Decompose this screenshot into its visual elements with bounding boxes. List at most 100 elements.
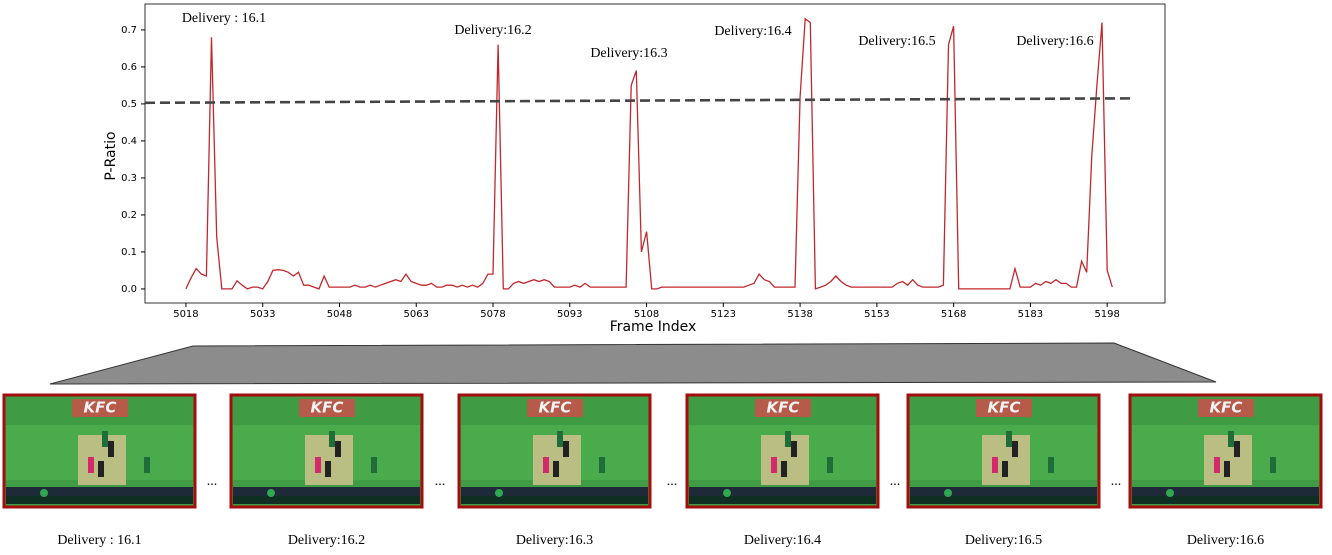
player xyxy=(108,441,114,457)
frame-label: Delivery:16.6 xyxy=(1187,533,1264,548)
player xyxy=(1234,441,1240,457)
score-logo xyxy=(1166,489,1174,497)
frame-thumbnail: KFC xyxy=(229,393,424,509)
peak-annotation: Delivery:16.5 xyxy=(858,34,935,49)
sponsor-text: KFC xyxy=(1210,399,1243,417)
peak-annotation: Delivery : 16.1 xyxy=(182,11,266,26)
player xyxy=(144,457,150,473)
ellipsis: ... xyxy=(435,474,446,489)
y-tick-label: 0.4 xyxy=(121,136,137,147)
x-tick-label: 5153 xyxy=(864,309,889,320)
peak-annotation: Delivery:16.2 xyxy=(454,23,531,38)
score-bar-lower xyxy=(1132,496,1319,504)
x-axis-label: Frame Index xyxy=(610,319,697,335)
player xyxy=(371,457,377,473)
frame-label: Delivery : 16.1 xyxy=(57,533,141,548)
frame-thumbnail: KFC xyxy=(2,393,197,509)
peak-annotation: Delivery:16.3 xyxy=(590,46,667,61)
frame-label: Delivery:16.3 xyxy=(516,533,593,548)
player xyxy=(329,431,335,447)
player xyxy=(88,457,94,473)
zoom-trapezoid xyxy=(49,342,1217,385)
player xyxy=(827,457,833,473)
player xyxy=(325,461,331,477)
player xyxy=(785,431,791,447)
score-bar-lower xyxy=(6,496,193,504)
player xyxy=(1048,457,1054,473)
ellipsis: ... xyxy=(1111,474,1122,489)
score-bar xyxy=(6,487,193,496)
y-tick-label: 0.0 xyxy=(121,284,137,295)
player xyxy=(1270,457,1276,473)
y-tick-label: 0.6 xyxy=(121,62,137,73)
score-bar xyxy=(233,487,420,496)
player xyxy=(992,457,998,473)
sponsor-banner xyxy=(1198,399,1254,417)
player xyxy=(563,441,569,457)
player xyxy=(102,431,108,447)
player xyxy=(557,431,563,447)
sponsor-text: KFC xyxy=(84,399,117,417)
score-logo xyxy=(723,489,731,497)
player xyxy=(98,461,104,477)
frame-thumbnail: KFC xyxy=(1128,393,1323,509)
score-bar-lower xyxy=(689,496,876,504)
score-bar xyxy=(910,487,1097,496)
frame-thumbnail: KFC xyxy=(685,393,880,509)
player xyxy=(599,457,605,473)
score-bar-lower xyxy=(233,496,420,504)
frame-label: Delivery:16.2 xyxy=(288,533,365,548)
player xyxy=(1214,457,1220,473)
frame-thumbnail: KFC xyxy=(906,393,1101,509)
y-axis-label: P-Ratio xyxy=(103,131,119,180)
y-tick-label: 0.1 xyxy=(121,247,137,258)
x-tick-label: 5033 xyxy=(250,309,275,320)
player xyxy=(1012,441,1018,457)
x-tick-label: 5123 xyxy=(711,309,736,320)
x-tick-label: 5183 xyxy=(1018,309,1043,320)
sponsor-text: KFC xyxy=(539,399,572,417)
player xyxy=(315,457,321,473)
y-tick-label: 0.7 xyxy=(121,25,137,36)
player xyxy=(1002,461,1008,477)
score-bar xyxy=(461,487,648,496)
sponsor-banner xyxy=(755,399,811,417)
score-logo xyxy=(40,489,48,497)
sponsor-banner xyxy=(976,399,1032,417)
series-line xyxy=(185,17,1113,290)
plot-frame xyxy=(144,3,1166,304)
score-logo xyxy=(495,489,503,497)
ellipsis: ... xyxy=(667,474,678,489)
y-tick-label: 0.2 xyxy=(121,210,137,221)
x-tick-label: 5018 xyxy=(173,309,198,320)
player xyxy=(1224,461,1230,477)
sponsor-text: KFC xyxy=(988,399,1021,417)
x-tick-label: 5138 xyxy=(787,309,812,320)
player xyxy=(335,441,341,457)
sponsor-banner xyxy=(299,399,355,417)
x-tick-label: 5108 xyxy=(634,309,659,320)
peak-annotation: Delivery:16.4 xyxy=(714,24,791,39)
player xyxy=(1006,431,1012,447)
frame-label: Delivery:16.5 xyxy=(965,533,1042,548)
player xyxy=(553,461,559,477)
sponsor-text: KFC xyxy=(311,399,344,417)
x-tick-label: 5093 xyxy=(557,309,582,320)
x-tick-label: 5198 xyxy=(1094,309,1119,320)
player xyxy=(1228,431,1234,447)
score-bar-lower xyxy=(461,496,648,504)
player xyxy=(791,441,797,457)
frame-thumbnail: KFC xyxy=(457,393,652,509)
score-bar xyxy=(1132,487,1319,496)
sponsor-banner xyxy=(527,399,583,417)
score-bar xyxy=(689,487,876,496)
x-tick-label: 5078 xyxy=(480,309,505,320)
peak-annotation: Delivery:16.6 xyxy=(1016,34,1093,49)
score-bar-lower xyxy=(910,496,1097,504)
x-tick-label: 5168 xyxy=(941,309,966,320)
x-tick-label: 5048 xyxy=(327,309,352,320)
y-tick-label: 0.5 xyxy=(121,99,137,110)
sponsor-text: KFC xyxy=(767,399,800,417)
score-logo xyxy=(944,489,952,497)
